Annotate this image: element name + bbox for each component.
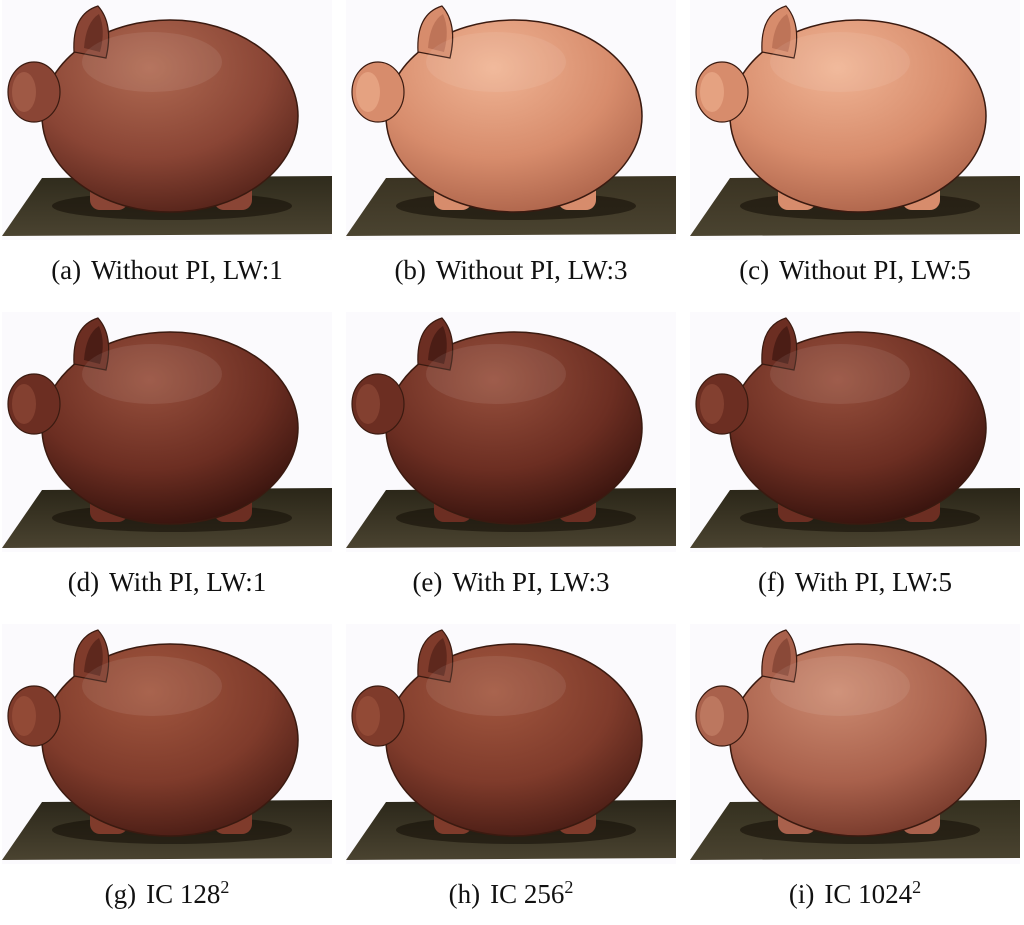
caption-exponent: 2	[220, 877, 230, 897]
caption-text: Without PI, LW:3	[435, 255, 628, 285]
piggy-render-c	[690, 0, 1020, 240]
piggy-render-b	[346, 0, 676, 240]
caption-label: (a)	[51, 255, 82, 285]
caption-label: (b)	[394, 255, 426, 285]
caption-label: (f)	[757, 567, 785, 597]
piggy-render-i	[690, 624, 1020, 864]
caption-label: (i)	[788, 879, 815, 909]
caption-h: (h) IC 2562	[346, 878, 676, 910]
piggy-render-a	[2, 0, 332, 240]
caption-f: (f) With PI, LW:5	[690, 566, 1020, 598]
caption-label: (e)	[412, 567, 443, 597]
caption-text: Without PI, LW:1	[91, 255, 283, 285]
piggy-render-e	[346, 312, 676, 552]
caption-text: Without PI, LW:5	[779, 255, 971, 285]
caption-label: (g)	[104, 879, 137, 909]
caption-a: (a) Without PI, LW:1	[2, 254, 332, 286]
caption-exponent: 2	[564, 877, 574, 897]
caption-text: With PI, LW:1	[109, 567, 267, 597]
caption-b: (b) Without PI, LW:3	[346, 254, 676, 286]
caption-text: With PI, LW:3	[452, 567, 610, 597]
caption-c: (c) Without PI, LW:5	[690, 254, 1020, 286]
piggy-render-g	[2, 624, 332, 864]
caption-exponent: 2	[912, 877, 922, 897]
caption-text: IC 128	[146, 879, 221, 909]
caption-label: (d)	[67, 567, 100, 597]
piggy-render-d	[2, 312, 332, 552]
caption-text: With PI, LW:5	[794, 567, 953, 597]
caption-label: (h)	[448, 879, 481, 909]
caption-g: (g) IC 1282	[2, 878, 332, 910]
caption-label: (c)	[739, 255, 770, 285]
piggy-render-f	[690, 312, 1020, 552]
piggy-render-h	[346, 624, 676, 864]
caption-e: (e) With PI, LW:3	[346, 566, 676, 598]
caption-text: IC 256	[490, 879, 565, 909]
caption-d: (d) With PI, LW:1	[2, 566, 332, 598]
caption-i: (i) IC 10242	[690, 878, 1020, 910]
caption-text: IC 1024	[824, 879, 913, 909]
